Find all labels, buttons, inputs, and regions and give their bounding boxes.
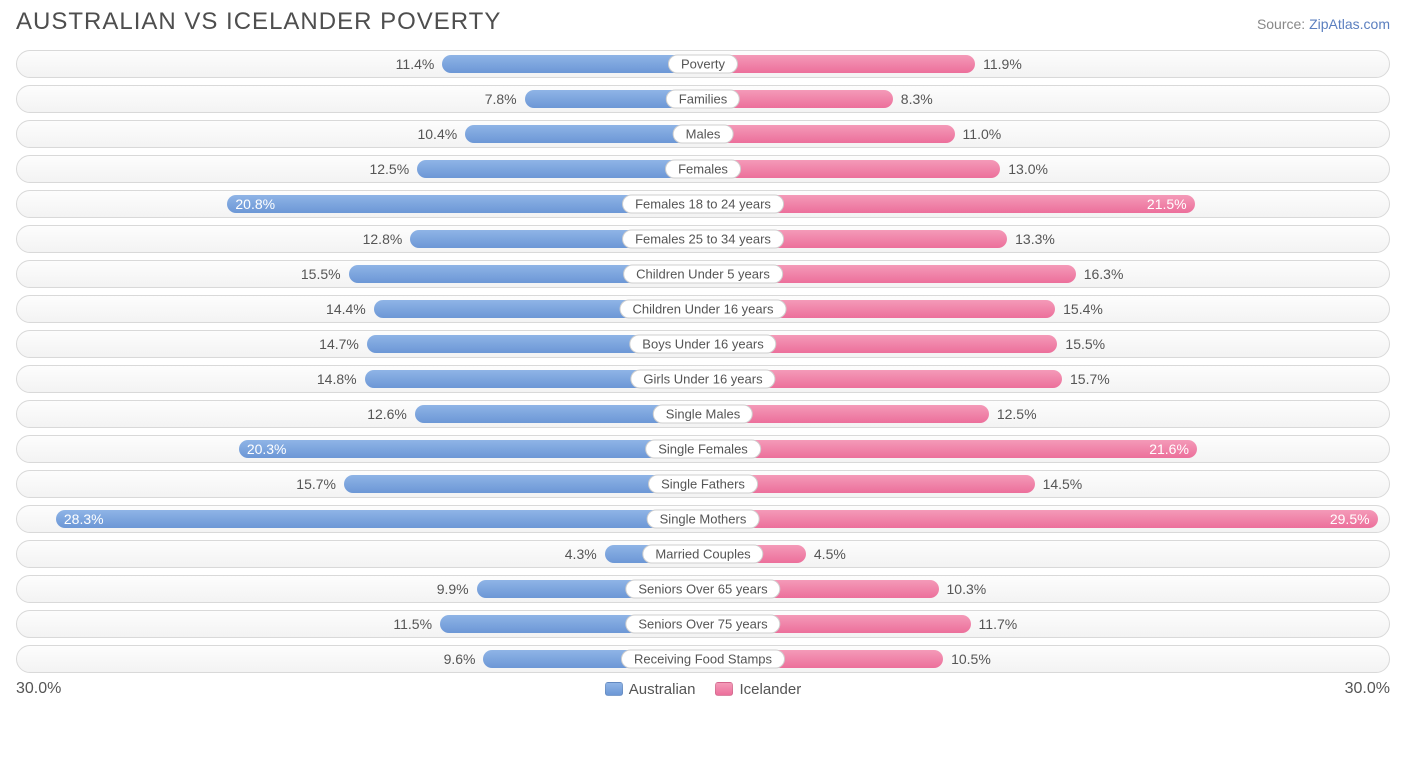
- legend: Australian Icelander: [605, 681, 801, 698]
- category-label: Seniors Over 65 years: [625, 580, 780, 599]
- bar-australian: [417, 160, 703, 178]
- legend-item-icelander: Icelander: [715, 681, 801, 698]
- value-label-australian: 11.5%: [393, 616, 432, 632]
- chart-row: 28.3% 29.5% Single Mothers: [16, 505, 1390, 533]
- chart-row: 12.5% 13.0% Females: [16, 155, 1390, 183]
- value-label-australian: 9.6%: [444, 651, 476, 667]
- bar-australian: [465, 125, 703, 143]
- value-label-icelander: 11.0%: [963, 126, 1002, 142]
- value-label-australian: 11.4%: [396, 56, 435, 72]
- bar-icelander: [703, 510, 1378, 528]
- legend-item-australian: Australian: [605, 681, 696, 698]
- chart-row: 9.6% 10.5% Receiving Food Stamps: [16, 645, 1390, 673]
- category-label: Poverty: [668, 55, 738, 74]
- value-label-australian: 14.8%: [317, 371, 357, 387]
- value-label-icelander: 12.5%: [997, 406, 1037, 422]
- bar-icelander: [703, 55, 975, 73]
- source-link[interactable]: ZipAtlas.com: [1309, 16, 1390, 32]
- value-label-icelander: 13.3%: [1015, 231, 1055, 247]
- value-label-icelander: 15.7%: [1070, 371, 1110, 387]
- value-label-icelander: 8.3%: [901, 91, 933, 107]
- chart-row: 11.5% 11.7% Seniors Over 75 years: [16, 610, 1390, 638]
- chart-row: 20.8% 21.5% Females 18 to 24 years: [16, 190, 1390, 218]
- value-label-australian: 28.3%: [64, 511, 104, 527]
- value-label-australian: 14.4%: [326, 301, 366, 317]
- value-label-icelander: 10.5%: [951, 651, 991, 667]
- axis-max-right: 30.0%: [1345, 680, 1390, 698]
- category-label: Females: [665, 160, 741, 179]
- bar-australian: [442, 55, 703, 73]
- bar-australian: [239, 440, 703, 458]
- value-label-australian: 7.8%: [485, 91, 517, 107]
- category-label: Females 18 to 24 years: [622, 195, 784, 214]
- source-attribution: Source: ZipAtlas.com: [1257, 16, 1390, 32]
- chart-row: 9.9% 10.3% Seniors Over 65 years: [16, 575, 1390, 603]
- value-label-icelander: 11.9%: [983, 56, 1022, 72]
- category-label: Families: [666, 90, 740, 109]
- source-prefix: Source:: [1257, 16, 1309, 32]
- value-label-icelander: 15.4%: [1063, 301, 1103, 317]
- chart-row: 4.3% 4.5% Married Couples: [16, 540, 1390, 568]
- chart-container: AUSTRALIAN VS ICELANDER POVERTY Source: …: [0, 0, 1406, 714]
- category-label: Males: [673, 125, 734, 144]
- category-label: Seniors Over 75 years: [625, 615, 780, 634]
- value-label-icelander: 4.5%: [814, 546, 846, 562]
- value-label-australian: 20.3%: [247, 441, 287, 457]
- value-label-australian: 12.5%: [369, 161, 409, 177]
- bar-icelander: [703, 160, 1000, 178]
- value-label-icelander: 29.5%: [1330, 511, 1370, 527]
- value-label-icelander: 11.7%: [979, 616, 1018, 632]
- legend-swatch-australian: [605, 682, 623, 696]
- category-label: Receiving Food Stamps: [621, 650, 785, 669]
- diverging-bar-chart: 11.4% 11.9% Poverty 7.8% 8.3% Families 10.4% 11…: [16, 50, 1390, 673]
- value-label-australian: 15.7%: [296, 476, 336, 492]
- value-label-icelander: 10.3%: [947, 581, 987, 597]
- legend-label-australian: Australian: [629, 681, 696, 698]
- value-label-icelander: 15.5%: [1065, 336, 1105, 352]
- chart-row: 7.8% 8.3% Families: [16, 85, 1390, 113]
- category-label: Girls Under 16 years: [630, 370, 775, 389]
- category-label: Boys Under 16 years: [629, 335, 776, 354]
- category-label: Children Under 16 years: [620, 300, 787, 319]
- chart-row: 20.3% 21.6% Single Females: [16, 435, 1390, 463]
- value-label-australian: 12.6%: [367, 406, 407, 422]
- axis-max-left: 30.0%: [16, 680, 61, 698]
- bar-icelander: [703, 440, 1197, 458]
- value-label-icelander: 21.6%: [1149, 441, 1189, 457]
- chart-row: 10.4% 11.0% Males: [16, 120, 1390, 148]
- category-label: Females 25 to 34 years: [622, 230, 784, 249]
- chart-row: 14.4% 15.4% Children Under 16 years: [16, 295, 1390, 323]
- legend-label-icelander: Icelander: [739, 681, 801, 698]
- chart-row: 15.5% 16.3% Children Under 5 years: [16, 260, 1390, 288]
- category-label: Single Fathers: [648, 475, 758, 494]
- value-label-australian: 15.5%: [301, 266, 341, 282]
- value-label-australian: 12.8%: [363, 231, 403, 247]
- chart-row: 12.6% 12.5% Single Males: [16, 400, 1390, 428]
- value-label-icelander: 13.0%: [1008, 161, 1048, 177]
- chart-footer: 30.0% Australian Icelander 30.0%: [16, 680, 1390, 698]
- category-label: Married Couples: [642, 545, 763, 564]
- value-label-australian: 10.4%: [417, 126, 457, 142]
- category-label: Single Males: [653, 405, 753, 424]
- category-label: Single Females: [645, 440, 761, 459]
- value-label-australian: 9.9%: [437, 581, 469, 597]
- bar-australian: [56, 510, 703, 528]
- chart-row: 14.7% 15.5% Boys Under 16 years: [16, 330, 1390, 358]
- category-label: Single Mothers: [647, 510, 760, 529]
- chart-row: 15.7% 14.5% Single Fathers: [16, 470, 1390, 498]
- value-label-australian: 20.8%: [235, 196, 275, 212]
- category-label: Children Under 5 years: [623, 265, 783, 284]
- value-label-australian: 14.7%: [319, 336, 359, 352]
- value-label-icelander: 21.5%: [1147, 196, 1187, 212]
- chart-row: 12.8% 13.3% Females 25 to 34 years: [16, 225, 1390, 253]
- value-label-icelander: 14.5%: [1043, 476, 1083, 492]
- value-label-icelander: 16.3%: [1084, 266, 1124, 282]
- chart-row: 11.4% 11.9% Poverty: [16, 50, 1390, 78]
- value-label-australian: 4.3%: [565, 546, 597, 562]
- header: AUSTRALIAN VS ICELANDER POVERTY Source: …: [16, 8, 1390, 36]
- chart-title: AUSTRALIAN VS ICELANDER POVERTY: [16, 8, 501, 36]
- legend-swatch-icelander: [715, 682, 733, 696]
- chart-row: 14.8% 15.7% Girls Under 16 years: [16, 365, 1390, 393]
- bar-icelander: [703, 125, 955, 143]
